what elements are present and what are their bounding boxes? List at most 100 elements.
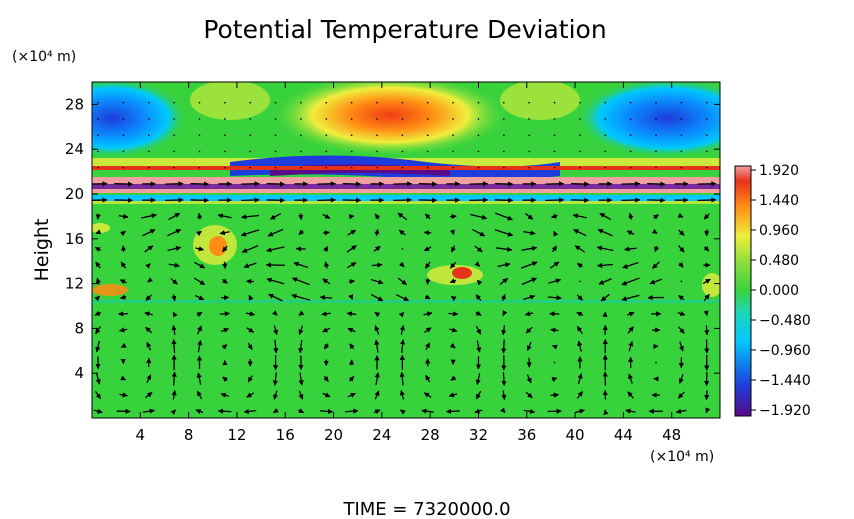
wind-vector [523,408,536,414]
wind-vector [705,150,708,153]
wind-vector [678,326,685,334]
colorbar-tick-label: −1.920 [759,403,811,419]
wind-vector [119,279,127,285]
x-tick-label: 12 [227,426,246,444]
wind-vector [528,118,530,120]
wind-vector [703,213,710,220]
wind-vector [577,262,583,269]
wind-vector [705,166,708,169]
wind-vector [551,344,558,350]
colorbar-tick-label: 0.960 [759,223,799,239]
wind-vector [222,245,228,253]
wind-vector [97,101,99,104]
wind-vector [349,343,355,350]
colorbar-ticks: 1.920 1.440 0.960 0.480 0.000 −0.480 −0.960 −1.… [751,163,811,419]
wind-vector [249,166,252,169]
cold-anomaly-right [576,82,720,158]
wind-vector [376,118,378,120]
wind-vector [97,134,99,136]
wind-vector [526,374,532,384]
wind-vector [653,214,659,220]
wind-vector [577,373,583,385]
wind-vector [322,392,331,398]
wind-vector [147,118,150,120]
x-tick-label: 16 [276,426,295,444]
wind-vector [147,277,154,283]
wind-vector [266,246,285,253]
wind-vector [499,277,509,285]
wind-vector [322,213,331,219]
wind-vector [573,229,587,237]
wind-vector [449,342,456,349]
wind-vector [147,150,150,153]
wind-vector [501,325,507,336]
wind-vector [521,261,538,269]
colorbar-tick-label: −0.480 [759,313,811,329]
wind-vector [198,101,201,104]
wind-vector [196,325,203,335]
wind-vector [629,118,632,120]
wind-vector [298,229,305,236]
wind-vector [173,118,175,120]
wind-vector [374,372,380,386]
wind-vector [195,409,204,415]
wind-vector [249,134,252,136]
band-pink-2 [92,189,720,193]
wind-vector [325,150,328,153]
wind-vector [376,166,378,169]
wind-vector [374,213,381,220]
wind-vector [424,213,431,220]
wind-vector [221,278,228,284]
wind-vector [274,101,277,104]
wind-vector [398,311,405,318]
wind-vector [705,118,708,120]
wind-vector [325,101,328,104]
wind-vector [120,375,127,381]
wind-vector [625,408,636,414]
yellow-band-right [500,82,580,120]
wind-vector [528,101,530,104]
wind-vector [145,294,153,301]
wind-vector [217,408,232,414]
wind-vector [680,150,683,153]
warm-anomaly-upper [270,82,510,157]
wind-vector [629,134,632,136]
wind-vector [705,101,708,104]
wind-vector [401,248,404,250]
wind-vector [224,150,226,153]
wind-vector [523,294,536,300]
wind-vector [300,150,302,153]
wind-vector [703,293,710,302]
wind-vector [398,261,405,268]
wind-vector [647,197,666,203]
wind-vector [167,228,182,237]
wind-vector [647,181,666,187]
wind-vector [374,339,380,353]
wind-vector [703,310,709,317]
wind-vector [655,166,657,169]
wind-vector [503,150,505,153]
wind-vector [474,245,483,253]
wind-vector [426,134,429,136]
wind-vector [474,408,483,414]
wind-vector [298,372,304,386]
wind-vector [523,230,536,236]
wind-vector [145,263,151,269]
colorbar [734,165,752,417]
wind-vector [373,409,381,415]
wind-vector [371,262,383,268]
wind-vector [350,166,353,169]
x-tick-label: 20 [324,426,343,444]
wind-vector [575,408,585,414]
wind-vector [553,361,556,364]
x-tick-label: 8 [184,426,194,444]
patch-left-2 [209,236,227,256]
wind-vector [196,311,203,317]
wind-vector [452,150,454,153]
wind-vector [476,279,483,286]
band-cyan [92,195,720,201]
wind-vector [425,342,431,351]
y-axis-title: Height [31,219,53,282]
wind-vector [449,213,457,220]
wind-vector [324,261,330,269]
